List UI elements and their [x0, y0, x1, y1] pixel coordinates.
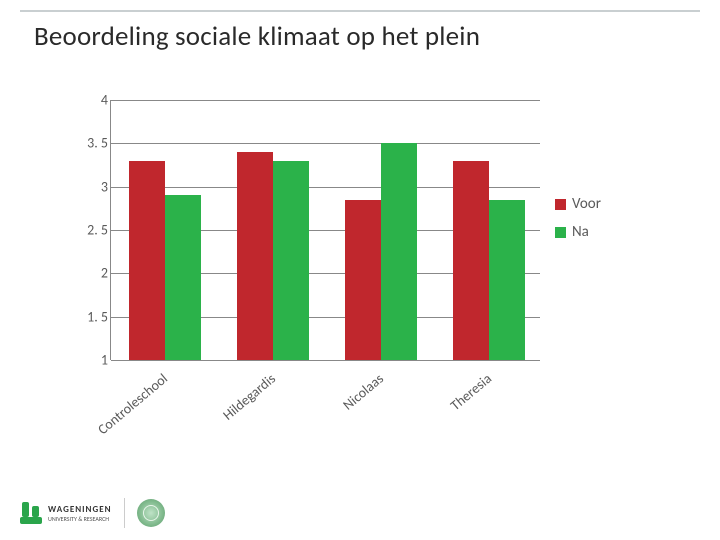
legend-label: Na [572, 223, 589, 241]
y-tick-label: 2 [60, 265, 108, 282]
y-tick-label: 3. 5 [60, 135, 108, 152]
wageningen-mark-icon [20, 502, 42, 524]
bar-voor [129, 161, 165, 360]
y-tick-label: 3 [60, 178, 108, 195]
y-tick-label: 1 [60, 352, 108, 369]
plot-area [110, 100, 540, 360]
bar-voor [453, 161, 489, 360]
legend-item: Na [555, 223, 601, 241]
x-tick-label: Controleschool [91, 370, 171, 441]
page-title: Beoordeling sociale klimaat op het plein [34, 20, 480, 53]
y-tick-label: 2. 5 [60, 222, 108, 239]
bar-na [489, 200, 525, 360]
bar-na [165, 195, 201, 360]
partner-logo-icon [137, 499, 165, 527]
x-tick-label: Theresia [415, 370, 495, 441]
bar-na [381, 143, 417, 360]
header-divider [20, 10, 700, 12]
bar-voor [237, 152, 273, 360]
footer: WAGENINGEN UNIVERSITY & RESEARCH [20, 498, 165, 528]
org-name: WAGENINGEN [48, 505, 112, 514]
legend-item: Voor [555, 195, 601, 213]
bar-voor [345, 200, 381, 360]
y-tick-label: 1. 5 [60, 308, 108, 325]
bar-group [435, 100, 543, 360]
legend-label: Voor [572, 195, 601, 213]
bar-chart: 1 1. 5 2 2. 5 3 3. 5 4 Controleschool Hildegard… [55, 90, 650, 450]
wageningen-logo: WAGENINGEN UNIVERSITY & RESEARCH [20, 502, 112, 524]
gridline [111, 360, 540, 361]
x-tick-label: Nicolaas [307, 370, 387, 441]
bar-group [219, 100, 327, 360]
bar-group [111, 100, 219, 360]
footer-divider [124, 498, 125, 528]
y-tick-label: 4 [60, 92, 108, 109]
legend-swatch-na [555, 227, 566, 238]
bar-na [273, 161, 309, 360]
legend: Voor Na [555, 195, 601, 251]
x-tick-label: Hildegardis [199, 370, 279, 441]
legend-swatch-voor [555, 199, 566, 210]
bar-group [327, 100, 435, 360]
org-sub: UNIVERSITY & RESEARCH [48, 516, 112, 522]
